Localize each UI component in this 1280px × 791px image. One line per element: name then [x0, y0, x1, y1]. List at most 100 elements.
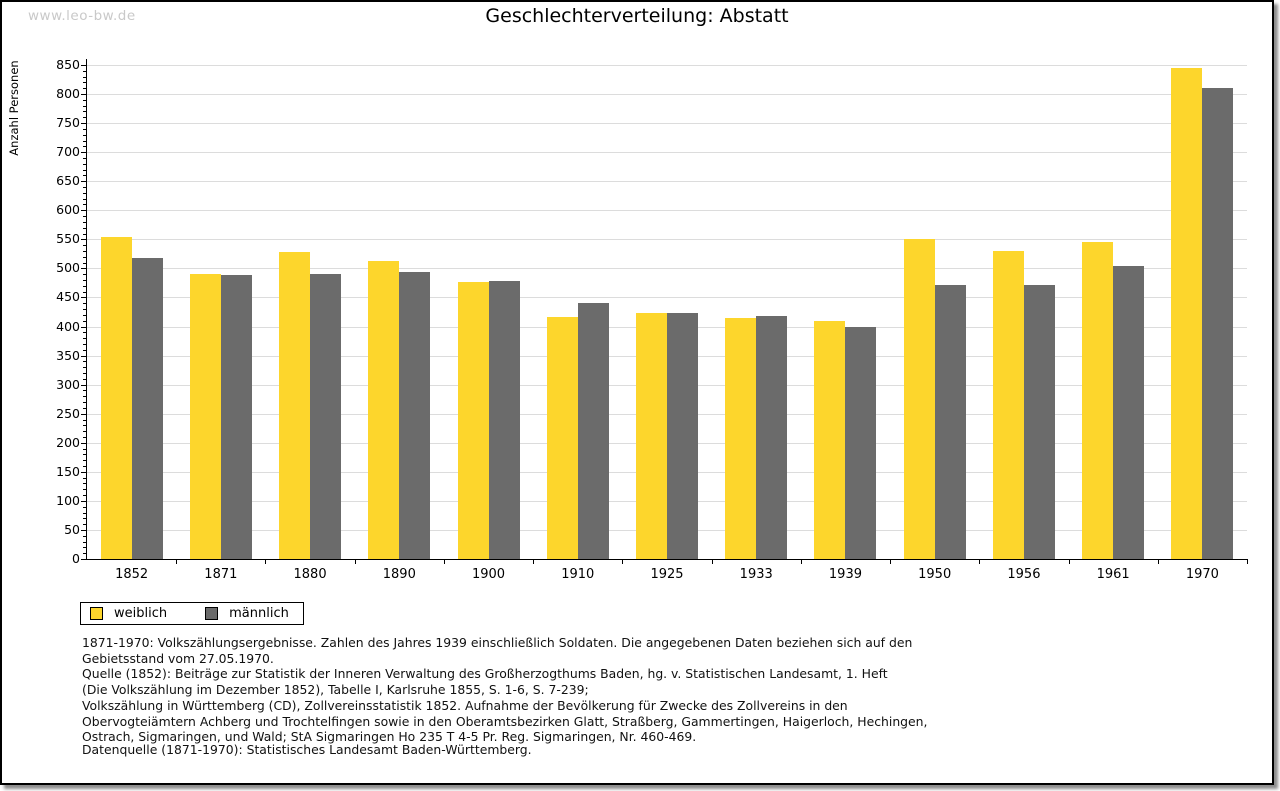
x-tick-label-1890: 1890	[382, 567, 416, 582]
bar-weiblich-1956	[992, 250, 1024, 559]
gridline-500	[87, 268, 1247, 270]
y-minor-tick	[83, 303, 87, 305]
y-minor-tick	[83, 425, 87, 427]
y-tick-label: 800	[56, 86, 80, 102]
y-minor-tick	[83, 332, 87, 334]
y-tick-label: 850	[56, 57, 80, 72]
x-tick-label-1880: 1880	[293, 567, 327, 582]
y-minor-tick	[83, 250, 87, 252]
gridline-750	[87, 123, 1247, 125]
y-tick-label: 200	[56, 434, 80, 450]
maennlich-swatch-icon	[205, 607, 219, 620]
y-tick-label: 450	[56, 289, 80, 305]
bar-weiblich-1933	[725, 318, 757, 559]
y-major-tick	[81, 355, 87, 357]
y-minor-tick	[83, 541, 87, 543]
x-tick-label-1956: 1956	[1007, 567, 1041, 582]
x-boundary-tick	[979, 560, 981, 564]
gridline-700	[87, 152, 1247, 154]
y-major-tick	[81, 65, 87, 66]
bar-weiblich-1871	[189, 273, 221, 559]
y-minor-tick	[83, 216, 87, 218]
y-major-tick	[81, 297, 87, 299]
bar-weiblich-1880	[279, 252, 311, 559]
y-minor-tick	[83, 99, 87, 101]
y-major-tick	[81, 152, 87, 154]
y-tick-label: 600	[56, 202, 80, 218]
y-major-tick	[81, 500, 87, 502]
y-minor-tick	[83, 291, 87, 293]
x-tick-label-1900: 1900	[471, 567, 506, 582]
y-minor-tick	[83, 76, 87, 78]
bar-männlich-1900	[488, 280, 520, 559]
x-boundary-tick	[265, 560, 267, 564]
y-minor-tick	[83, 477, 87, 479]
y-major-tick	[81, 326, 87, 328]
y-minor-tick	[83, 460, 87, 462]
y-tick-label: 700	[56, 144, 80, 160]
legend: weiblich männlich	[80, 602, 304, 625]
y-minor-tick	[83, 192, 87, 194]
y-minor-tick	[83, 227, 87, 229]
gridline-600	[87, 210, 1247, 212]
bar-weiblich-1900	[457, 281, 489, 559]
y-minor-tick	[83, 483, 87, 485]
x-tick-label-1910: 1910	[561, 567, 595, 582]
y-minor-tick	[83, 338, 87, 340]
y-minor-tick	[83, 134, 87, 136]
y-minor-tick	[83, 407, 87, 409]
gridline-450	[87, 297, 1247, 299]
y-minor-tick	[83, 187, 87, 189]
x-tick-label-1871: 1871	[204, 567, 238, 582]
y-minor-tick	[83, 280, 87, 282]
x-boundary-tick	[1157, 560, 1159, 564]
y-tick-label: 550	[56, 231, 80, 247]
x-tick-label-1950: 1950	[918, 567, 952, 582]
footer-source: Datenquelle (1871-1970): Statistisches L…	[82, 742, 532, 757]
legend-item-maennlich: männlich	[205, 606, 289, 621]
y-minor-tick	[83, 512, 87, 514]
y-minor-tick	[83, 274, 87, 276]
y-minor-tick	[83, 82, 87, 84]
x-boundary-tick	[533, 560, 535, 564]
y-major-tick	[81, 181, 87, 183]
y-tick-label: 400	[56, 318, 80, 334]
y-major-tick	[81, 94, 87, 96]
y-minor-tick	[83, 524, 87, 526]
y-minor-tick	[83, 378, 87, 380]
y-minor-tick	[83, 245, 87, 247]
weiblich-swatch-icon	[90, 607, 103, 620]
y-minor-tick	[83, 146, 87, 148]
bar-männlich-1852	[131, 257, 163, 559]
footer-notes: 1871-1970: Volkszählungsergebnisse. Zahl…	[82, 635, 928, 745]
x-boundary-tick	[176, 560, 178, 564]
chart-title: Geschlechterverteilung: Abstatt	[485, 5, 789, 27]
y-tick-label: 50	[64, 521, 80, 537]
y-minor-tick	[83, 436, 87, 438]
legend-label-maennlich: männlich	[229, 606, 289, 621]
bar-männlich-1871	[220, 274, 252, 559]
y-major-tick	[81, 442, 87, 444]
plot-area	[87, 65, 1247, 559]
bar-männlich-1970	[1202, 88, 1234, 559]
bar-männlich-1890	[399, 271, 431, 559]
x-boundary-tick	[1247, 560, 1248, 564]
y-minor-tick	[83, 396, 87, 398]
y-tick-label: 300	[56, 376, 80, 392]
y-minor-tick	[83, 169, 87, 171]
x-boundary-tick	[622, 560, 624, 564]
bar-männlich-1880	[310, 274, 342, 559]
y-minor-tick	[83, 343, 87, 345]
y-minor-tick	[83, 175, 87, 177]
y-minor-tick	[83, 489, 87, 491]
y-minor-tick	[83, 535, 87, 537]
x-tick-label-1852: 1852	[115, 567, 149, 582]
y-major-tick	[81, 384, 87, 386]
y-major-tick	[81, 268, 87, 270]
x-tick-label-1970: 1970	[1185, 567, 1219, 582]
y-minor-tick	[83, 547, 87, 549]
y-minor-tick	[83, 553, 87, 555]
x-boundary-tick	[890, 560, 892, 564]
y-minor-tick	[83, 256, 87, 258]
